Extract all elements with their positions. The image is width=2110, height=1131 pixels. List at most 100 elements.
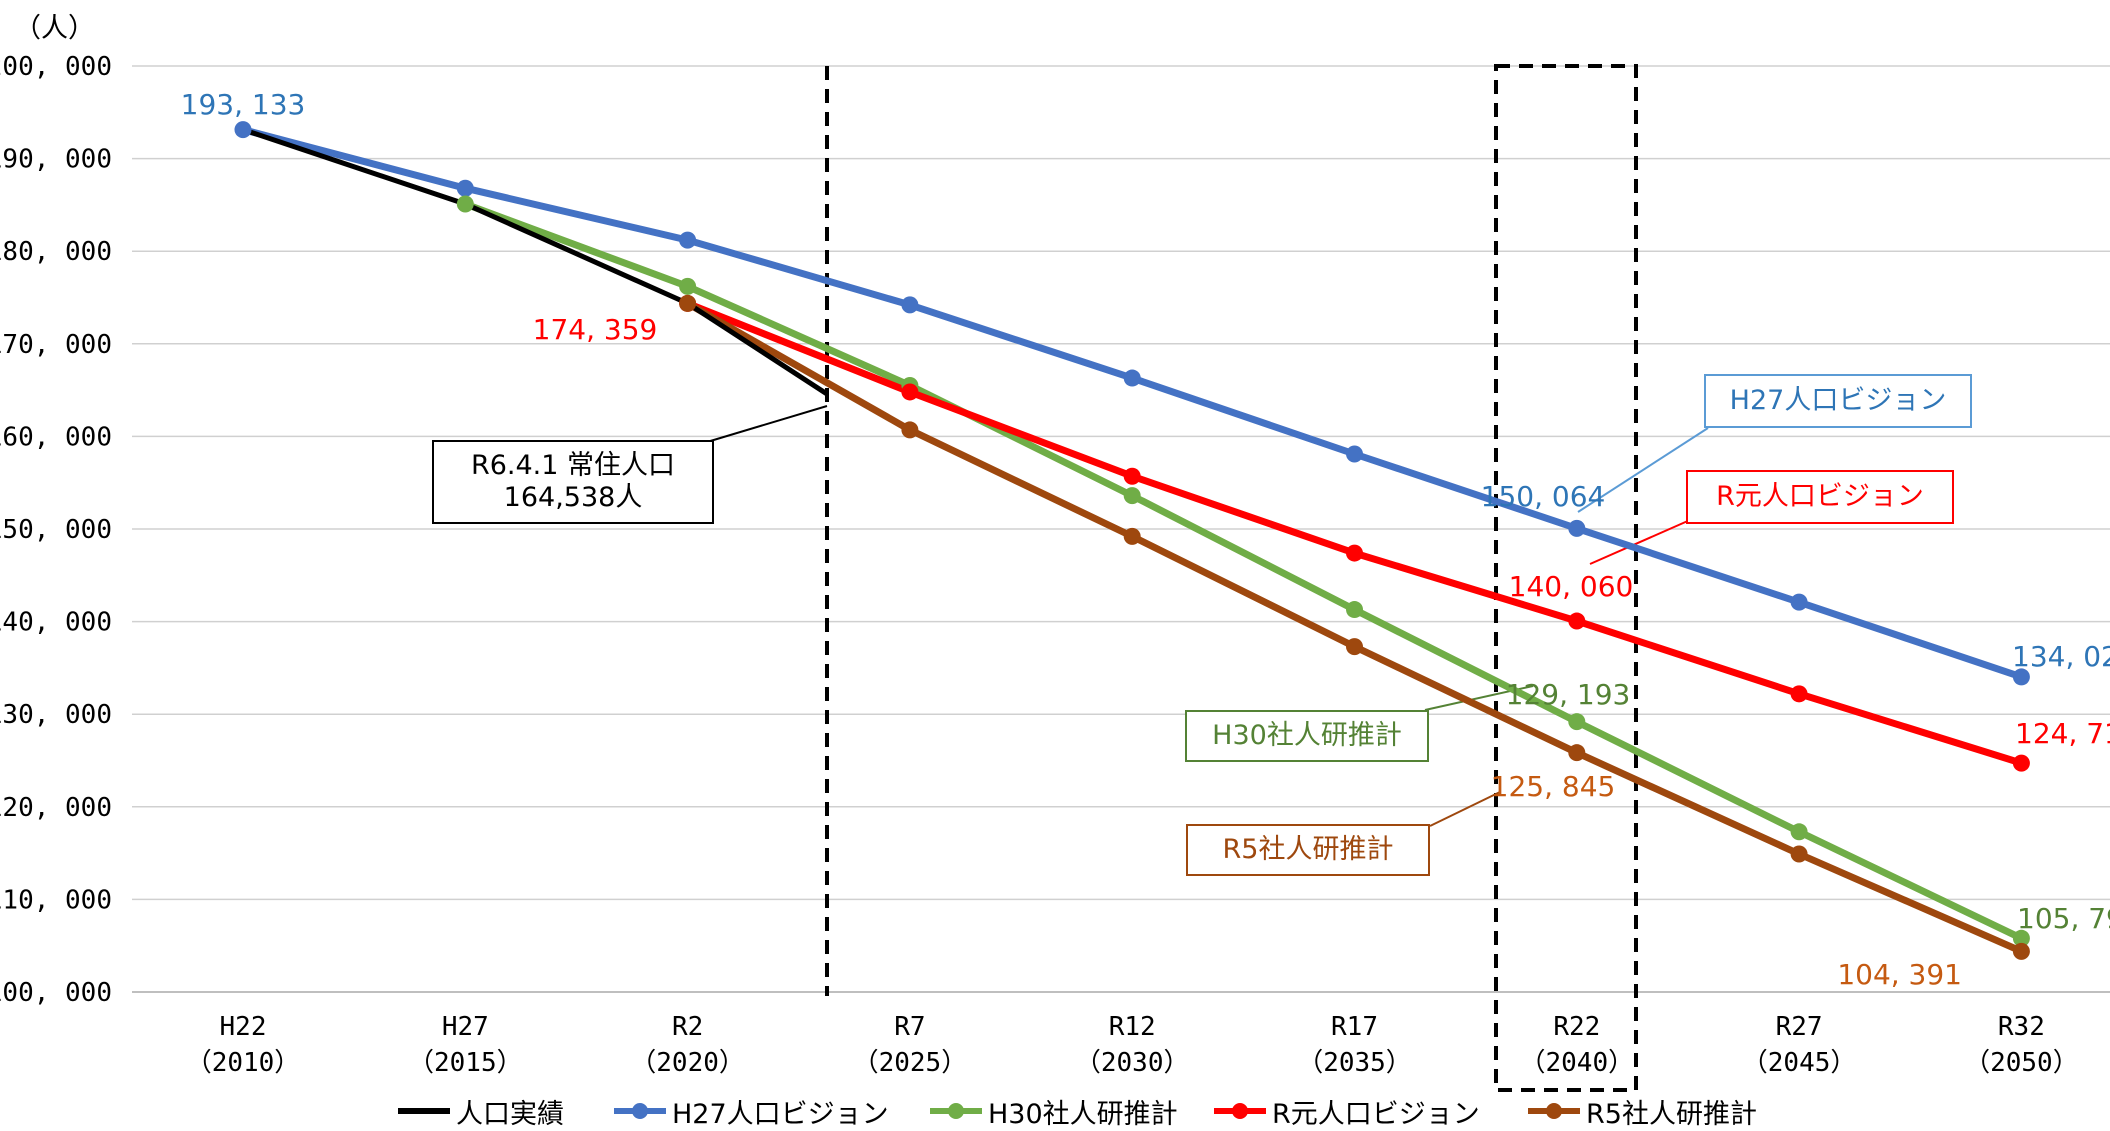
legend-item-h30-ipss: H30社人研推計	[928, 1095, 1178, 1130]
series-point-1	[679, 231, 697, 249]
h30-ipss-callout-text: H30社人研推計	[1212, 720, 1402, 751]
legend-swatch-actual	[398, 1108, 450, 1114]
y-tick-label: 200, 000	[0, 52, 112, 82]
y-tick-label: 190, 000	[0, 145, 112, 175]
series-point-1	[2012, 668, 2030, 686]
legend-swatch-h27-vision	[614, 1103, 666, 1119]
legend-swatch-r5-ipss	[1528, 1103, 1580, 1119]
x-tick-label: R17	[1331, 1012, 1378, 1042]
h27-callout-leader	[1577, 427, 1709, 513]
r-gen-vision-callout: R元人口ビジョン	[1686, 470, 1954, 524]
series-point-4	[1568, 744, 1586, 762]
series-point-4	[1346, 638, 1363, 656]
legend-label-r5-ipss: R5社人研推計	[1586, 1098, 1757, 1130]
series-point-1	[901, 296, 919, 314]
series-point-1	[456, 179, 474, 197]
x-tick-label: R2	[672, 1012, 703, 1042]
series-point-4	[901, 421, 919, 439]
population-line-chart: 100, 000 110, 000 120, 000 130, 000 140, 000…	[0, 52, 2110, 1092]
current-population-note-line2: 164,538人	[503, 482, 643, 513]
series-line-0	[242, 127, 829, 397]
r5-ipss-callout: R5社人研推計	[1186, 824, 1430, 876]
current-population-note-line1: R6.4.1 常住人口	[470, 450, 676, 481]
x-tick-label-year: （2015）	[408, 1048, 523, 1078]
chart-legend: 人口実績 H27人口ビジョン H30社人研推計 R元人口ビジョン R5社人研推計	[0, 1095, 2110, 1130]
x-tick-label: R27	[1776, 1012, 1823, 1042]
series-point-2	[1346, 601, 1363, 619]
x-tick-label-year: （2040）	[1519, 1048, 1634, 1078]
data-label: 174, 359	[533, 313, 658, 346]
y-tick-label: 130, 000	[0, 700, 112, 730]
current-population-note: R6.4.1 常住人口 164,538人	[432, 440, 714, 524]
legend-swatch-h30-ipss	[930, 1103, 982, 1119]
y-tick-label: 120, 000	[0, 793, 112, 823]
series-line-2	[464, 200, 2023, 942]
h27-vision-callout: H27人口ビジョン	[1704, 374, 1972, 428]
legend-label-actual: 人口実績	[456, 1098, 564, 1130]
current-note-leader	[706, 405, 828, 443]
r22-highlight-box	[1494, 64, 1638, 1092]
series-point-1	[1123, 369, 1141, 387]
legend-swatch-r-gen-vision	[1214, 1103, 1266, 1119]
series-point-4	[2012, 942, 2030, 960]
series-point-2	[2012, 929, 2030, 947]
x-tick-label: R7	[894, 1012, 925, 1042]
series-point-1	[1568, 519, 1586, 537]
data-label: 129, 193	[1506, 678, 1631, 711]
y-tick-label: 110, 000	[0, 885, 112, 915]
data-label: 104, 391	[1837, 958, 1962, 991]
series-point-3	[1123, 467, 1141, 485]
r5-ipss-callout-text: R5社人研推計	[1222, 834, 1394, 865]
data-label: 105, 798	[2017, 902, 2110, 935]
legend-item-r-gen-vision: R元人口ビジョン	[1212, 1095, 1480, 1130]
legend-label-h27-vision: H27人口ビジョン	[672, 1098, 889, 1130]
y-tick-label: 170, 000	[0, 330, 112, 360]
legend-item-h27-vision: H27人口ビジョン	[612, 1095, 889, 1130]
x-tick-label: R12	[1109, 1012, 1156, 1042]
y-tick-label: 140, 000	[0, 608, 112, 638]
series-point-4	[1790, 845, 1808, 863]
series-point-2	[1790, 823, 1808, 841]
legend-label-r-gen-vision: R元人口ビジョン	[1272, 1098, 1480, 1130]
series-point-1	[234, 121, 252, 139]
data-label: 124, 717	[2015, 717, 2110, 750]
h27-vision-callout-text: H27人口ビジョン	[1729, 385, 1947, 416]
data-label: 150, 064	[1481, 480, 1606, 513]
series-point-3	[2012, 754, 2030, 772]
series-point-1	[1790, 593, 1808, 611]
x-tick-label-year: （2035）	[1297, 1048, 1412, 1078]
x-tick-label: R22	[1553, 1012, 1600, 1042]
x-tick-label-year: （2030）	[1075, 1048, 1190, 1078]
y-tick-label: 150, 000	[0, 515, 112, 545]
series-point-3	[1790, 685, 1808, 703]
y-tick-label: 180, 000	[0, 237, 112, 267]
series-point-2	[1568, 713, 1586, 731]
series-point-2	[1123, 487, 1141, 505]
legend-item-r5-ipss: R5社人研推計	[1526, 1095, 1757, 1130]
series-point-3	[901, 383, 919, 401]
y-tick-label: 160, 000	[0, 422, 112, 452]
data-label: 125, 845	[1491, 770, 1616, 803]
legend-label-h30-ipss: H30社人研推計	[988, 1098, 1178, 1130]
x-tick-label: R32	[1998, 1012, 2045, 1042]
x-tick-label: H27	[442, 1012, 489, 1042]
series-point-3	[1568, 612, 1586, 630]
series-point-4	[1123, 527, 1141, 545]
x-tick-label-year: （2025）	[853, 1048, 968, 1078]
r-gen-callout-leader	[1589, 519, 1691, 565]
series-point-2	[456, 195, 474, 213]
data-label: 140, 060	[1509, 570, 1634, 603]
data-label: 193, 133	[181, 88, 306, 121]
r-gen-vision-callout-text: R元人口ビジョン	[1716, 481, 1924, 512]
data-label: 134, 025	[2012, 640, 2110, 673]
x-tick-label-year: （2050）	[1964, 1048, 2079, 1078]
y-tick-label: 100, 000	[0, 978, 112, 1008]
h30-ipss-callout: H30社人研推計	[1185, 710, 1429, 762]
series-point-3	[1346, 544, 1363, 562]
series-point-2	[679, 277, 697, 295]
series-point-1	[1346, 445, 1363, 463]
x-tick-label: H22	[220, 1012, 267, 1042]
series-point-4	[679, 294, 697, 312]
x-tick-label-year: （2010）	[186, 1048, 301, 1078]
legend-item-actual: 人口実績	[396, 1095, 564, 1130]
